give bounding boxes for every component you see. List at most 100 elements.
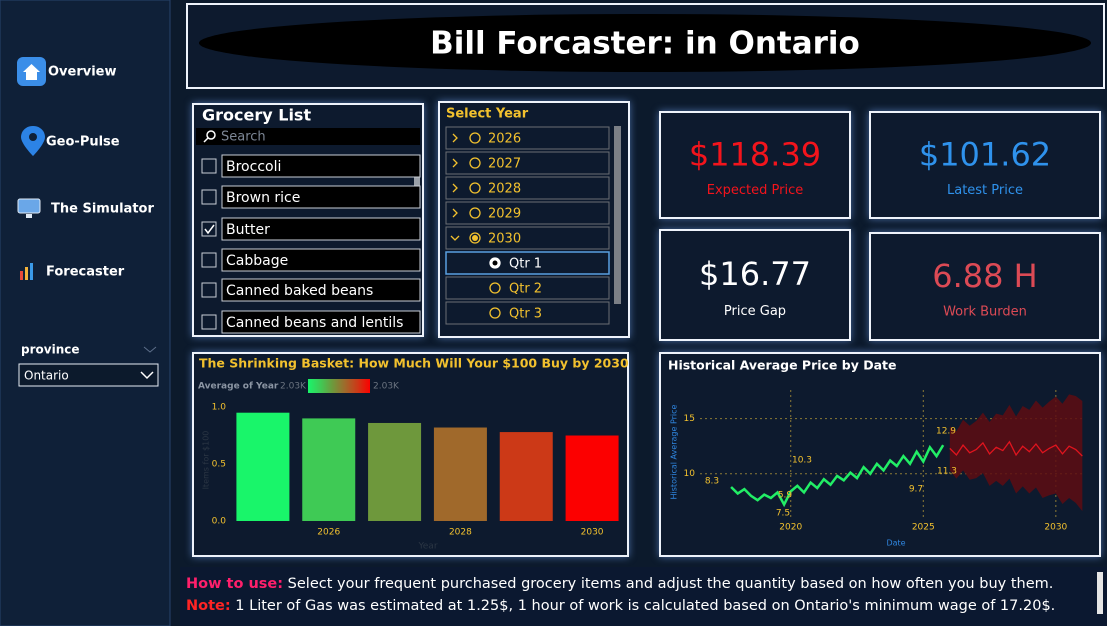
- x-tick-label: 2030: [1044, 523, 1067, 533]
- checkbox[interactable]: [201, 282, 217, 298]
- chart-title: The Shrinking Basket: How Much Will Your…: [199, 356, 629, 371]
- simulator-stand: [26, 214, 32, 218]
- legend-gradient: [308, 379, 370, 393]
- grocery-item[interactable]: Canned beans and lentils: [226, 315, 403, 331]
- annotation: 11.3: [937, 467, 957, 477]
- item-box: [221, 278, 421, 302]
- checkbox[interactable]: [201, 158, 217, 174]
- year-label[interactable]: 2030: [488, 232, 521, 247]
- kpi-card: [659, 229, 851, 341]
- home-glyph: [23, 64, 40, 80]
- province-dropdown[interactable]: [18, 363, 159, 387]
- annotation: 9.7: [909, 485, 923, 495]
- page-title: Bill Forcaster: in Ontario: [430, 26, 860, 62]
- grocery-item[interactable]: Butter: [226, 222, 270, 238]
- radio: [469, 232, 481, 244]
- nav-item[interactable]: Overview: [48, 65, 117, 80]
- checkbox[interactable]: [201, 189, 217, 205]
- kpi-card: [869, 111, 1101, 219]
- item-box: [221, 248, 421, 272]
- bar: [302, 418, 356, 521]
- footer-text: Select your frequent purchased grocery i…: [283, 576, 1053, 592]
- nav-item[interactable]: Geo-Pulse: [46, 135, 120, 150]
- x-tick-label: 2030: [581, 528, 604, 538]
- bar: [236, 412, 290, 521]
- grocery-item[interactable]: Brown rice: [226, 190, 300, 206]
- year-label[interactable]: 2028: [488, 182, 521, 197]
- item-box: [221, 154, 421, 178]
- radio-dot: [492, 260, 498, 266]
- search-icon: [206, 130, 216, 140]
- footer-line: Note: 1 Liter of Gas was estimated at 1.…: [186, 598, 1055, 614]
- nav-item[interactable]: Forecaster: [46, 265, 125, 280]
- annotation: 7.5: [776, 509, 790, 519]
- search-icon: [203, 137, 209, 143]
- grocery-item[interactable]: Broccoli: [226, 159, 281, 175]
- search-box[interactable]: [196, 128, 420, 145]
- radio: [469, 182, 481, 194]
- year-row[interactable]: [445, 151, 610, 175]
- header-ellipse: [199, 14, 1091, 72]
- grocery-item[interactable]: Canned baked beans: [226, 283, 373, 299]
- kpi-card: [659, 111, 851, 219]
- x-axis-label: Year: [417, 542, 437, 552]
- y-tick-label: 1.0: [212, 403, 227, 413]
- y-tick-label: 0.5: [212, 460, 226, 470]
- quarter-label[interactable]: Qtr 1: [509, 257, 542, 272]
- province-value[interactable]: Ontario: [24, 369, 69, 383]
- kpi-value: 6.88 H: [932, 257, 1037, 295]
- year-row[interactable]: [445, 201, 610, 225]
- quarter-label[interactable]: Qtr 2: [509, 282, 542, 297]
- footer: [180, 567, 1107, 626]
- year-label[interactable]: 2026: [488, 132, 521, 147]
- year-label[interactable]: 2027: [488, 157, 521, 172]
- grocery-item[interactable]: Cabbage: [226, 253, 288, 269]
- chart-title: Historical Average Price by Date: [668, 358, 896, 373]
- kpi-card: [869, 232, 1101, 341]
- item-box: [221, 310, 421, 334]
- y-tick-label: 10: [684, 469, 696, 479]
- quarter-row[interactable]: [445, 276, 610, 300]
- radio: [489, 282, 501, 294]
- checkbox[interactable]: [201, 221, 217, 237]
- bar: [499, 432, 553, 521]
- y-tick-label: 0.0: [212, 517, 227, 527]
- expand-chevron: [452, 133, 458, 143]
- annotation: 10.3: [792, 456, 812, 466]
- radio: [469, 207, 481, 219]
- checkbox[interactable]: [201, 252, 217, 268]
- expand-chevron: [452, 183, 458, 193]
- search-placeholder[interactable]: Search: [221, 130, 266, 145]
- year-row[interactable]: [445, 226, 610, 250]
- x-tick-label: 2028: [449, 528, 472, 538]
- history-line: [730, 444, 945, 508]
- item-box: [221, 217, 421, 241]
- forecaster-icon: [30, 263, 33, 280]
- x-tick-label: 2026: [317, 528, 340, 538]
- province-label: province: [21, 343, 79, 357]
- chevron: [140, 371, 154, 380]
- year-label[interactable]: 2029: [488, 207, 521, 222]
- kpi-value: $101.62: [919, 136, 1051, 174]
- y-axis-label: Items for $100: [202, 431, 211, 490]
- nav-item[interactable]: The Simulator: [51, 202, 154, 217]
- bar: [565, 435, 619, 521]
- checkmark: [204, 224, 215, 235]
- kpi-label: Price Gap: [724, 304, 786, 319]
- x-axis-label: Date: [886, 539, 905, 548]
- checkbox[interactable]: [201, 314, 217, 330]
- forecast-band: [949, 394, 1083, 512]
- quarter-row[interactable]: [445, 251, 610, 275]
- quarter-label[interactable]: Qtr 3: [509, 307, 542, 322]
- quarter-row[interactable]: [445, 301, 610, 325]
- grocery-title: Grocery List: [202, 106, 311, 125]
- item-box: [221, 185, 421, 209]
- scrollbar: [1097, 572, 1103, 614]
- year-title: Select Year: [446, 107, 529, 122]
- y-tick-label: 15: [684, 414, 695, 424]
- year-row[interactable]: [445, 176, 610, 200]
- year-row[interactable]: [445, 126, 610, 150]
- forecaster-icon: [20, 271, 23, 280]
- x-tick-label: 2020: [779, 523, 802, 533]
- simulator-icon: [17, 198, 41, 214]
